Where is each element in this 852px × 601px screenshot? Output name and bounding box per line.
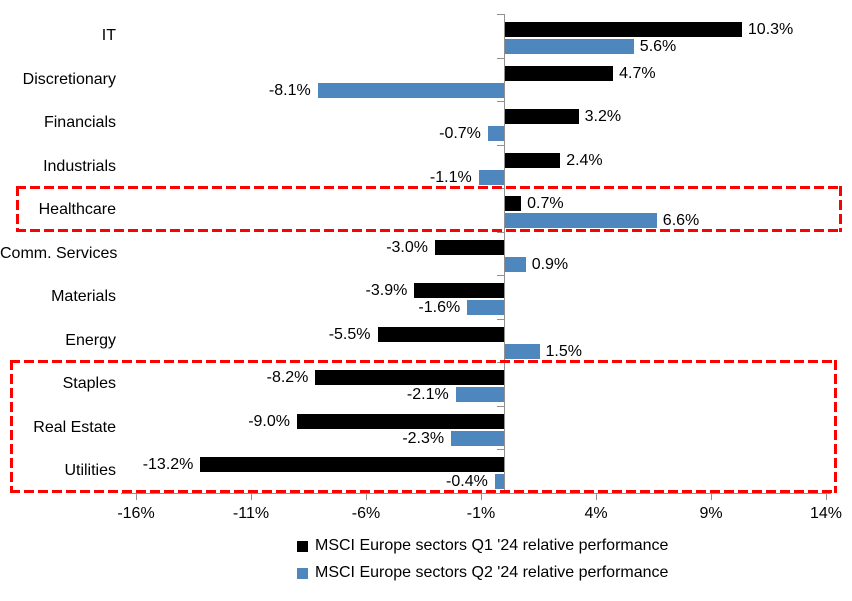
- value-label-q1-utilities: -13.2%: [142, 456, 194, 474]
- value-label-q2-financials: -0.7%: [439, 125, 481, 143]
- value-label-q2-discretionary: -8.1%: [268, 81, 311, 99]
- category-tick: [497, 493, 504, 494]
- bar-q1-real-estate: [297, 413, 504, 429]
- category-tick: [497, 405, 504, 407]
- x-tick-label-9: 9%: [699, 505, 723, 522]
- highlight-box-healthcare-highlight-edge: [16, 186, 842, 190]
- value-label-q2-materials: -1.6%: [418, 299, 461, 317]
- value-label-q2-staples: -2.1%: [406, 386, 449, 404]
- category-tick: [497, 57, 504, 59]
- bar-q2-discretionary: [317, 82, 504, 98]
- category-label-materials: Materials: [51, 288, 116, 306]
- bar-q2-comm-services: [505, 256, 526, 272]
- category-tick: [497, 101, 504, 103]
- x-tick-label-16: -16%: [117, 505, 155, 522]
- category-tick: [497, 231, 504, 233]
- x-tick-6: [366, 493, 367, 500]
- bar-q2-financials: [487, 126, 504, 142]
- value-label-q1-it: 10.3%: [747, 21, 794, 38]
- legend-item-q2: MSCI Europe sectors Q2 '24 relative perf…: [297, 563, 668, 583]
- highlight-box-healthcare-highlight-edge: [839, 186, 842, 233]
- category-label-utilities: Utilities: [64, 462, 116, 480]
- category-label-it: IT: [101, 27, 116, 44]
- category-tick: [497, 144, 504, 146]
- x-tick-1: [481, 493, 482, 500]
- category-tick: [497, 188, 504, 190]
- bar-q2-energy: [505, 343, 540, 359]
- value-label-q1-financials: 3.2%: [584, 108, 622, 126]
- legend-item-q1: MSCI Europe sectors Q1 '24 relative perf…: [297, 536, 668, 556]
- category-label-industrials: Industrials: [43, 157, 116, 175]
- category-tick: [497, 14, 504, 15]
- x-tick-9: [711, 493, 712, 500]
- legend-label-q1: MSCI Europe sectors Q1 '24 relative perf…: [315, 537, 669, 554]
- bar-q1-staples: [315, 370, 504, 386]
- x-tick-label-4: 4%: [584, 505, 608, 522]
- value-label-q2-comm-services: 0.9%: [531, 255, 569, 273]
- bar-q1-healthcare: [505, 196, 522, 212]
- category-label-healthcare: Healthcare: [38, 201, 116, 219]
- value-label-q2-it: 5.6%: [639, 38, 677, 55]
- legend-label-q2: MSCI Europe sectors Q2 '24 relative perf…: [315, 564, 669, 581]
- x-tick-label-1: -1%: [466, 505, 496, 522]
- bar-q2-industrials: [478, 169, 504, 185]
- bar-q1-comm-services: [435, 239, 504, 255]
- bar-q2-it: [505, 39, 634, 54]
- x-tick-14: [826, 493, 827, 500]
- bar-q1-energy: [377, 326, 504, 342]
- category-label-staples: Staples: [62, 375, 116, 393]
- bar-q1-materials: [414, 283, 504, 299]
- category-tick: [497, 318, 504, 320]
- highlight-box-healthcare-highlight: [16, 186, 842, 233]
- category-label-energy: Energy: [65, 331, 116, 349]
- category-tick: [497, 362, 504, 364]
- bar-q2-healthcare: [505, 213, 657, 229]
- bar-q1-it: [505, 22, 742, 37]
- value-label-q2-real-estate: -2.3%: [402, 429, 445, 447]
- value-label-q1-discretionary: 4.7%: [619, 64, 656, 82]
- category-label-real-estate: Real Estate: [33, 418, 116, 436]
- bar-q1-industrials: [505, 152, 561, 168]
- x-tick-label-11: -11%: [232, 505, 270, 522]
- category-label-comm-services: Comm. Services: [0, 244, 118, 262]
- highlight-box-healthcare-highlight-edge: [16, 229, 842, 233]
- category-tick: [497, 275, 504, 277]
- value-label-q1-healthcare: 0.7%: [527, 195, 564, 213]
- x-axis-line: [121, 493, 831, 494]
- value-label-q1-staples: -8.2%: [266, 369, 309, 387]
- x-tick-4: [596, 493, 597, 500]
- bar-q1-financials: [505, 109, 579, 125]
- value-label-q2-energy: 1.5%: [545, 342, 582, 360]
- bar-q1-discretionary: [505, 65, 614, 81]
- category-label-financials: Financials: [43, 114, 116, 132]
- value-label-q1-materials: -3.9%: [365, 282, 408, 300]
- bar-q1-utilities: [200, 457, 504, 473]
- value-label-q1-energy: -5.5%: [328, 325, 371, 343]
- value-label-q1-comm-services: -3.0%: [386, 238, 428, 256]
- value-label-q1-industrials: 2.4%: [566, 151, 603, 169]
- highlight-box-defensives-highlight-edge: [834, 360, 837, 494]
- y-axis-line: [504, 14, 505, 493]
- value-label-q2-healthcare: 6.6%: [662, 212, 700, 230]
- bar-q2-staples: [455, 387, 504, 403]
- bar-q2-materials: [467, 300, 504, 316]
- bar-q2-utilities: [494, 474, 504, 490]
- x-tick-11: [251, 493, 252, 500]
- value-label-q2-industrials: -1.1%: [429, 168, 472, 186]
- highlight-box-defensives-highlight-edge: [10, 360, 837, 364]
- x-tick-16: [136, 493, 137, 500]
- x-tick-label-14: 14%: [809, 505, 843, 522]
- legend-swatch-q2-icon: [297, 567, 308, 579]
- bar-q2-real-estate: [451, 430, 504, 446]
- category-tick: [497, 449, 504, 451]
- value-label-q1-real-estate: -9.0%: [248, 412, 290, 430]
- x-tick-label-6: -6%: [351, 505, 381, 522]
- category-label-discretionary: Discretionary: [22, 70, 116, 88]
- legend-swatch-q1-icon: [297, 540, 308, 552]
- value-label-q2-utilities: -0.4%: [446, 473, 488, 491]
